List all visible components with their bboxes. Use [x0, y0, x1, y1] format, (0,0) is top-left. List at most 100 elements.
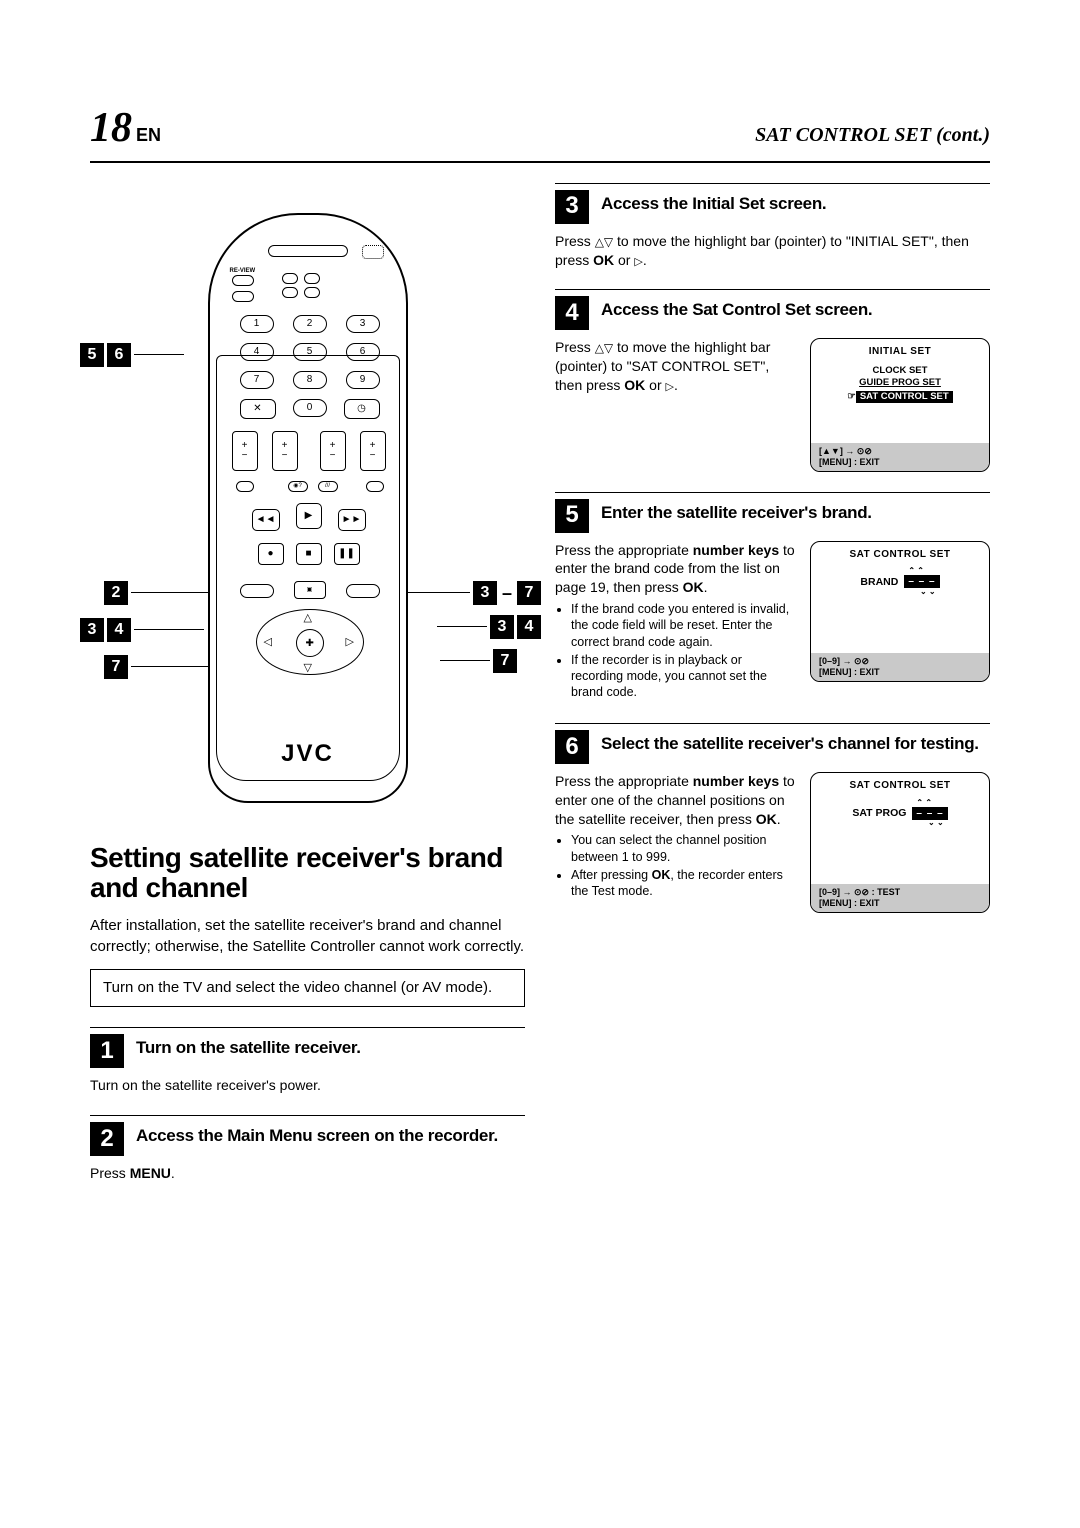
step-number: 5 [555, 499, 589, 533]
step-body: Press the appropriate number keys to ent… [555, 541, 796, 703]
down-icon [604, 233, 613, 249]
page-number-block: 18EN [90, 100, 161, 157]
osd-hl-text: SAT CONTROL SET [856, 391, 953, 403]
list-item: You can select the channel position betw… [571, 832, 796, 865]
step-body: Turn on the satellite receiver's power. [90, 1076, 525, 1095]
remote-outline: RE-VIEW 1 2 3 4 5 6 7 8 9 ✕ 0 ◷ [208, 213, 408, 803]
ok-label: OK [652, 868, 671, 882]
callout-number: 6 [107, 343, 131, 367]
osd-item: GUIDE PROG SET [817, 377, 983, 389]
osd-title: SAT CONTROL SET [817, 779, 983, 793]
text: . [171, 1165, 175, 1181]
text: Press [90, 1165, 130, 1181]
ok-label: OK [756, 811, 777, 827]
text: Press [555, 339, 595, 355]
page-lang: EN [136, 125, 161, 145]
step-2: 2 Access the Main Menu screen on the rec… [90, 1115, 525, 1183]
text: Press the appropriate [555, 773, 693, 789]
bullet-list: If the brand code you entered is invalid… [571, 601, 796, 701]
callout-number: 7 [104, 655, 128, 679]
step-number: 3 [555, 190, 589, 224]
ok-label: OK [593, 252, 614, 268]
review-label: RE-VIEW [230, 267, 256, 275]
page-header: 18EN SAT CONTROL SET (cont.) [90, 100, 990, 163]
osd-footer: [0–9] → ⊙⊘ [MENU] : EXIT [811, 653, 989, 681]
osd-foot-line: [0–9] → ⊙⊘ [819, 656, 981, 667]
text: or [645, 377, 665, 393]
step-body: Press MENU. [90, 1164, 525, 1183]
osd-initial-set: INITIAL SET CLOCK SET GUIDE PROG SET ☞SA… [810, 338, 990, 471]
step-6: 6 Select the satellite receiver's channe… [555, 723, 990, 913]
ok-label: OK [683, 579, 704, 595]
callout-number: 2 [104, 581, 128, 605]
callout-number: 5 [80, 343, 104, 367]
text: Press [555, 233, 595, 249]
right-column: 3 Access the Initial Set screen. Press t… [555, 183, 990, 1203]
box-note: Turn on the TV and select the video chan… [90, 969, 525, 1007]
step-title: Turn on the satellite receiver. [136, 1034, 361, 1058]
osd-foot-line: [0–9] → ⊙⊘ : TEST [819, 887, 981, 898]
text: Press the appropriate [555, 542, 693, 558]
step-number: 6 [555, 730, 589, 764]
pointer-icon: ☞ [847, 391, 856, 402]
right-icon [634, 252, 642, 268]
menu-label: MENU [130, 1165, 171, 1181]
callout-number: 7 [517, 581, 541, 605]
osd-field-label: BRAND [860, 575, 898, 589]
step-4: 4 Access the Sat Control Set screen. Pre… [555, 289, 990, 471]
list-item: After pressing OK, the recorder enters t… [571, 867, 796, 900]
osd-title: SAT CONTROL SET [817, 548, 983, 562]
down-icon [604, 339, 613, 355]
step-3: 3 Access the Initial Set screen. Press t… [555, 183, 990, 270]
list-item: If the recorder is in playback or record… [571, 652, 796, 701]
callout-dash: – [502, 581, 512, 605]
left-column: 5 6 2 3 4 7 3 – 7 [90, 183, 525, 1203]
intro-paragraph: After installation, set the satellite re… [90, 916, 525, 957]
step-number: 1 [90, 1034, 124, 1068]
text: . [777, 811, 781, 827]
right-icon [666, 377, 674, 393]
step-title: Select the satellite receiver's channel … [601, 730, 979, 754]
step-body: Press to move the highlight bar (pointer… [555, 338, 796, 395]
up-icon [595, 233, 604, 249]
ok-label: OK [624, 377, 645, 393]
callout-number: 4 [107, 618, 131, 642]
osd-item: CLOCK SET [817, 365, 983, 377]
page-number: 18 [90, 105, 132, 151]
step-body: Press to move the highlight bar (pointer… [555, 232, 990, 270]
bullet-list: You can select the channel position betw… [571, 832, 796, 899]
step-5: 5 Enter the satellite receiver's brand. … [555, 492, 990, 703]
osd-field-label: SAT PROG [852, 806, 906, 820]
osd-footer: [▲▼] → ⊙⊘ [MENU] : EXIT [811, 443, 989, 471]
osd-foot-line: [MENU] : EXIT [819, 667, 981, 678]
section-title: SAT CONTROL SET (cont.) [755, 122, 990, 149]
step-number: 2 [90, 1122, 124, 1156]
callout-number: 3 [473, 581, 497, 605]
main-heading: Setting satellite receiver's brand and c… [90, 843, 525, 905]
step-title: Enter the satellite receiver's brand. [601, 499, 872, 523]
remote-diagram: 5 6 2 3 4 7 3 – 7 [90, 213, 525, 803]
osd-foot-line: [▲▼] → ⊙⊘ [819, 446, 981, 457]
osd-item-highlighted: ☞SAT CONTROL SET [817, 390, 983, 404]
text: After pressing [571, 868, 652, 882]
text: . [643, 252, 647, 268]
callout-number: 3 [80, 618, 104, 642]
callout-number: 4 [517, 615, 541, 639]
text: or [614, 252, 634, 268]
step-1: 1 Turn on the satellite receiver. Turn o… [90, 1027, 525, 1095]
step-title: Access the Sat Control Set screen. [601, 296, 872, 320]
step-title: Access the Initial Set screen. [601, 190, 826, 214]
text: . [674, 377, 678, 393]
bold-text: number keys [693, 542, 779, 558]
step-number: 4 [555, 296, 589, 330]
step-title: Access the Main Menu screen on the recor… [136, 1122, 498, 1146]
osd-title: INITIAL SET [817, 345, 983, 359]
osd-satprog: SAT CONTROL SET SAT PROG ⌃ ⌃ – – – ⌄ ⌄ [810, 772, 990, 913]
step-body: Press the appropriate number keys to ent… [555, 772, 796, 902]
osd-brand: SAT CONTROL SET BRAND ⌃ ⌃ – – – ⌄ ⌄ [ [810, 541, 990, 682]
osd-footer: [0–9] → ⊙⊘ : TEST [MENU] : EXIT [811, 884, 989, 912]
osd-foot-line: [MENU] : EXIT [819, 898, 981, 909]
osd-foot-line: [MENU] : EXIT [819, 457, 981, 468]
bold-text: number keys [693, 773, 779, 789]
text: . [704, 579, 708, 595]
